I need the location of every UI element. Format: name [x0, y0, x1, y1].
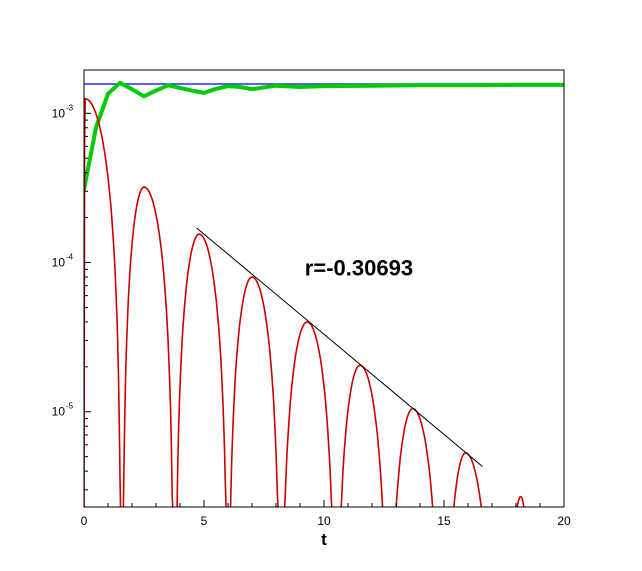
series-lobe-red	[395, 407, 434, 507]
y-tick-exponent: -5	[66, 402, 74, 411]
y-tick-label: 10	[52, 256, 66, 270]
x-tick-label: 0	[81, 514, 88, 528]
fit-line	[196, 227, 483, 467]
x-axis-ticks: 0 5 10 15 20	[81, 500, 571, 528]
y-axis-ticks: 10-310-410-5	[52, 103, 91, 491]
plot-frame	[83, 69, 565, 508]
series-lobe-red	[122, 186, 174, 507]
growth-rate-annotation: r=-0.30693	[305, 255, 413, 280]
series-lobe-red	[283, 321, 333, 507]
x-tick-label: 15	[437, 514, 451, 528]
series-lobe-red	[176, 233, 227, 507]
series-group	[84, 80, 564, 507]
series-lobe-red	[340, 364, 384, 507]
series-lobe-red	[84, 97, 122, 507]
series-lobe-red	[453, 452, 483, 507]
series-lobe-red	[516, 495, 525, 507]
y-tick-label: 10	[52, 405, 66, 419]
x-axis-title: t	[321, 530, 327, 549]
series-layer	[84, 80, 564, 507]
series-line-green	[84, 80, 564, 192]
x-tick-label: 10	[317, 514, 331, 528]
x-tick-label: 20	[557, 514, 571, 528]
y-tick-exponent: -4	[66, 253, 74, 262]
y-tick-label: 10	[52, 106, 66, 120]
y-tick-exponent: -3	[66, 103, 74, 112]
x-tick-label: 5	[201, 514, 208, 528]
annotation-layer: r=-0.30693	[305, 255, 413, 280]
fit-layer	[196, 227, 483, 467]
series-lobe-red	[229, 276, 279, 507]
